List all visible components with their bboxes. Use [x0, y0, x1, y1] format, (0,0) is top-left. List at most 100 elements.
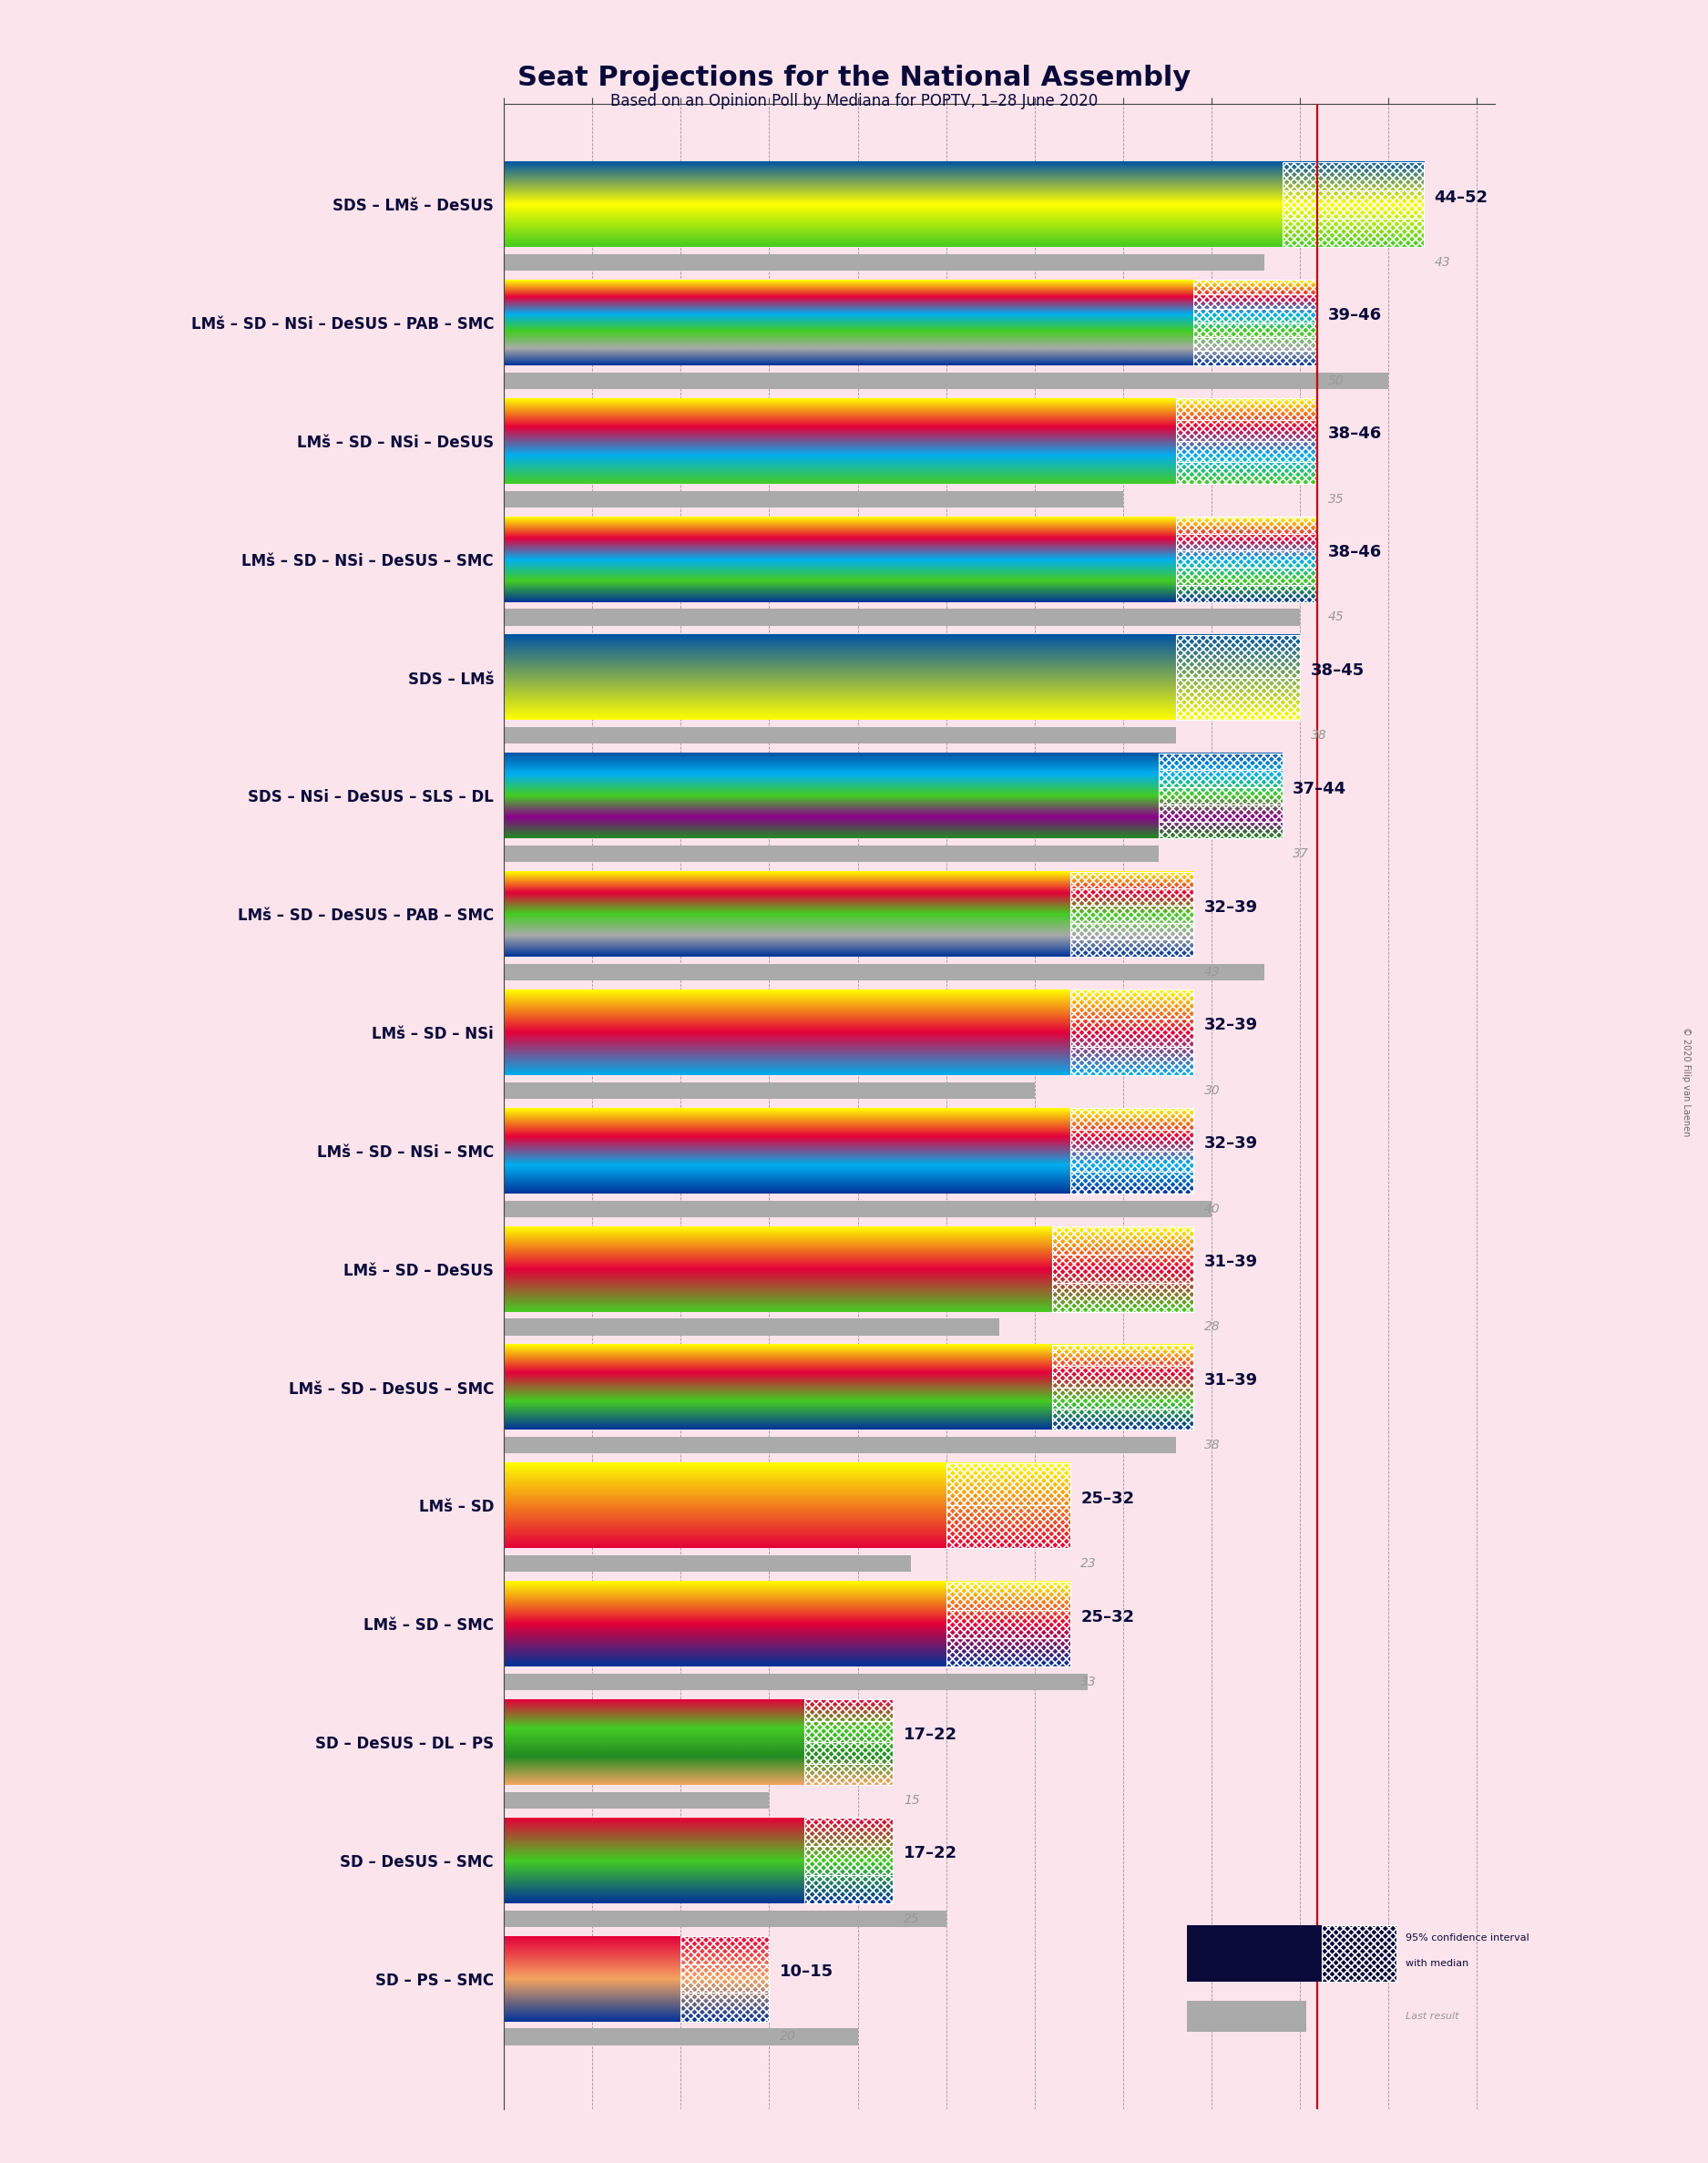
Bar: [1194, 322, 1317, 337]
Text: 38–46: 38–46: [1329, 426, 1382, 441]
Bar: [504, 253, 1264, 270]
Bar: [946, 1462, 1069, 1505]
Bar: [1158, 805, 1283, 822]
Bar: [804, 1741, 893, 1763]
Text: 32–39: 32–39: [1204, 1136, 1259, 1153]
Bar: [1052, 1255, 1194, 1283]
Bar: [1069, 924, 1194, 939]
Bar: [1187, 2001, 1307, 2031]
Bar: [1052, 1386, 1194, 1408]
Text: 17–22: 17–22: [904, 1845, 958, 1862]
Text: Last result: Last result: [1406, 2012, 1459, 2020]
Bar: [946, 1581, 1069, 1609]
Text: 35: 35: [1329, 493, 1344, 506]
Text: © 2020 Filip van Laenen: © 2020 Filip van Laenen: [1681, 1027, 1691, 1136]
Text: 38: 38: [1204, 1438, 1221, 1451]
Bar: [804, 1763, 893, 1784]
Bar: [1194, 309, 1317, 322]
Text: 95% confidence interval: 95% confidence interval: [1406, 1934, 1529, 1942]
Bar: [1177, 420, 1317, 441]
Bar: [1177, 398, 1317, 420]
Text: 45: 45: [1329, 610, 1344, 623]
Text: 44–52: 44–52: [1435, 188, 1488, 205]
Text: 25–32: 25–32: [1081, 1490, 1134, 1508]
Bar: [504, 2029, 857, 2044]
Bar: [1187, 1925, 1322, 1981]
Text: 30: 30: [1204, 1084, 1221, 1097]
Bar: [1283, 162, 1424, 190]
Bar: [1177, 636, 1300, 677]
Bar: [504, 1200, 1211, 1218]
Bar: [504, 1910, 946, 1927]
Bar: [1052, 1345, 1194, 1367]
Bar: [1158, 787, 1283, 805]
Text: with median: with median: [1406, 1958, 1469, 1968]
Bar: [1069, 991, 1194, 1019]
Bar: [1052, 1283, 1194, 1311]
Bar: [1177, 677, 1300, 720]
Bar: [804, 1817, 893, 1847]
Text: 39–46: 39–46: [1329, 307, 1382, 324]
Bar: [1052, 1408, 1194, 1430]
Bar: [1052, 1226, 1194, 1255]
Text: 33: 33: [1081, 1676, 1097, 1689]
Bar: [1194, 294, 1317, 309]
Text: 43: 43: [1204, 965, 1221, 978]
Bar: [504, 1791, 769, 1808]
Text: 37–44: 37–44: [1293, 781, 1346, 796]
Bar: [1158, 822, 1283, 839]
Bar: [1069, 889, 1194, 906]
Text: 17–22: 17–22: [904, 1726, 958, 1743]
Bar: [804, 1847, 893, 1875]
Bar: [504, 491, 1124, 506]
Bar: [1052, 1367, 1194, 1386]
Text: 25: 25: [904, 1912, 921, 1925]
Bar: [681, 1992, 769, 2022]
Bar: [504, 1674, 1088, 1689]
Bar: [1177, 534, 1317, 552]
Text: 20: 20: [781, 2031, 796, 2044]
Bar: [1283, 190, 1424, 218]
Bar: [1194, 279, 1317, 294]
Text: 38–45: 38–45: [1310, 662, 1365, 679]
Bar: [1177, 584, 1317, 601]
Text: 38: 38: [1310, 729, 1327, 742]
Text: 25–32: 25–32: [1081, 1609, 1134, 1624]
Bar: [681, 1936, 769, 1964]
Bar: [681, 1964, 769, 1992]
Bar: [504, 1319, 999, 1335]
Text: 38–46: 38–46: [1329, 543, 1382, 560]
Bar: [1069, 1151, 1194, 1172]
Text: 23: 23: [1081, 1557, 1097, 1570]
Text: 31–39: 31–39: [1204, 1371, 1259, 1389]
Bar: [504, 727, 1177, 744]
Bar: [1177, 552, 1317, 567]
Bar: [1158, 770, 1283, 787]
Bar: [1069, 872, 1194, 889]
Bar: [504, 1555, 910, 1573]
Bar: [1194, 337, 1317, 350]
Bar: [1194, 350, 1317, 366]
Bar: [1283, 218, 1424, 247]
Text: 40: 40: [1204, 1203, 1221, 1216]
Bar: [804, 1700, 893, 1722]
Bar: [1069, 1172, 1194, 1194]
Text: 32–39: 32–39: [1204, 1017, 1259, 1034]
Text: Seat Projections for the National Assembly: Seat Projections for the National Assemb…: [518, 65, 1190, 91]
Bar: [504, 610, 1300, 625]
Bar: [1322, 1925, 1397, 1981]
Bar: [504, 846, 1158, 863]
Bar: [504, 372, 1389, 389]
Bar: [1177, 567, 1317, 584]
Bar: [946, 1505, 1069, 1549]
Text: 15: 15: [904, 1793, 921, 1806]
Text: 28: 28: [1204, 1322, 1221, 1332]
Text: Based on an Opinion Poll by Mediana for POPTV, 1–28 June 2020: Based on an Opinion Poll by Mediana for …: [610, 93, 1098, 110]
Bar: [504, 1082, 1035, 1099]
Bar: [504, 1436, 1177, 1454]
Bar: [1177, 441, 1317, 463]
Text: 43: 43: [1435, 255, 1450, 268]
Bar: [1069, 939, 1194, 956]
Bar: [1069, 1019, 1194, 1047]
Bar: [1069, 906, 1194, 924]
